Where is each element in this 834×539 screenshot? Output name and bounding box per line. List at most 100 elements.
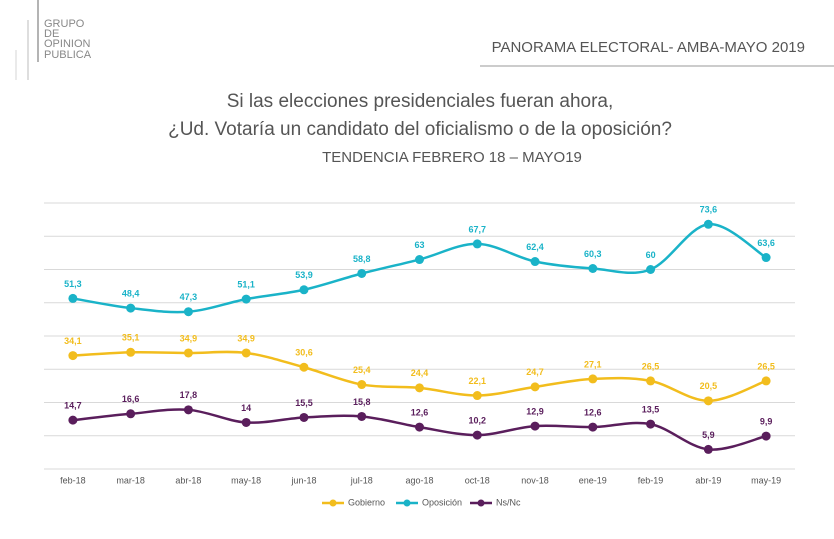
marker [68, 351, 78, 361]
data-label: 22,1 [469, 376, 487, 386]
legend-label: Gobierno [348, 497, 385, 507]
marker [183, 307, 193, 317]
logo-text: DE [44, 28, 59, 40]
marker [588, 374, 598, 384]
data-label: 51,3 [64, 279, 82, 289]
x-tick-label: ago-18 [405, 475, 433, 485]
logo-text: OPINION [44, 38, 91, 50]
x-tick-label: may-18 [231, 475, 261, 485]
data-label: 26,5 [757, 361, 775, 371]
logo: GRUPO DE OPINION PUBLICA [44, 18, 92, 61]
marker [530, 257, 540, 267]
data-label: 16,6 [122, 394, 140, 404]
data-label: 15,8 [353, 397, 371, 407]
data-label: 48,4 [122, 288, 140, 298]
data-label: 34,9 [180, 333, 198, 343]
marker [357, 411, 367, 421]
legend-marker [403, 499, 411, 507]
data-label: 73,6 [700, 205, 718, 215]
legend-label: Oposición [422, 497, 462, 507]
chart-title: ¿Ud. Votaría un candidato del oficialism… [168, 119, 672, 140]
marker [761, 376, 771, 386]
data-label: 26,5 [642, 361, 660, 371]
data-label: 47,3 [180, 292, 198, 302]
marker [126, 347, 136, 357]
x-tick-label: feb-19 [638, 475, 664, 485]
marker [530, 382, 540, 392]
marker [183, 348, 193, 358]
data-label: 12,9 [526, 406, 544, 416]
data-label: 67,7 [469, 224, 487, 234]
data-label: 12,6 [411, 407, 429, 417]
data-label: 14,7 [64, 400, 82, 410]
x-tick-label: mar-18 [116, 475, 145, 485]
marker [415, 422, 424, 432]
data-label: 30,6 [295, 348, 313, 358]
data-label: 5,9 [702, 430, 715, 440]
line [72, 223, 767, 314]
x-tick-label: ene-19 [579, 475, 607, 485]
marker [472, 239, 482, 249]
x-tick-label: jul-18 [350, 475, 373, 485]
marker [703, 444, 713, 454]
data-label: 34,9 [237, 333, 255, 343]
marker [68, 293, 78, 303]
data-label: 12,6 [584, 407, 602, 417]
marker [761, 431, 771, 441]
logo-text: GRUPO [44, 18, 85, 30]
marker [588, 422, 598, 432]
logo-text: PUBLICA [44, 49, 92, 61]
data-label: 9,9 [760, 416, 773, 426]
marker [126, 409, 136, 419]
data-label: 60,3 [584, 249, 602, 259]
data-label: 27,1 [584, 359, 602, 369]
marker [472, 430, 482, 440]
x-tick-label: jun-18 [290, 475, 316, 485]
data-label: 13,5 [642, 404, 660, 414]
data-label: 63,6 [757, 238, 775, 248]
data-label: 63 [414, 240, 424, 250]
x-tick-label: feb-18 [60, 475, 86, 485]
data-label: 34,1 [64, 336, 82, 346]
x-tick-label: oct-18 [465, 475, 490, 485]
marker [299, 412, 309, 422]
marker [68, 415, 78, 425]
chart-title: Si las elecciones presidenciales fueran … [227, 91, 614, 112]
marker [241, 294, 251, 304]
marker [183, 405, 193, 415]
marker [299, 362, 309, 372]
data-label: 62,4 [526, 242, 544, 252]
data-label: 17,8 [180, 390, 198, 400]
legend-marker [477, 499, 485, 507]
marker [530, 421, 540, 431]
marker [703, 219, 713, 229]
legend-marker [329, 499, 337, 507]
data-label: 10,2 [469, 415, 487, 425]
x-tick-label: abr-19 [695, 475, 721, 485]
data-label: 24,4 [411, 368, 429, 378]
marker [703, 396, 713, 406]
chart-subtitle: TENDENCIA FEBRERO 18 – MAYO19 [322, 149, 582, 166]
data-label: 60 [646, 250, 656, 260]
data-label: 35,1 [122, 333, 140, 343]
marker [646, 419, 656, 429]
data-label: 14 [241, 403, 251, 413]
data-label: 25,4 [353, 365, 371, 375]
data-label: 15,5 [295, 398, 313, 408]
marker [357, 380, 367, 390]
marker [241, 348, 251, 358]
marker [646, 376, 656, 386]
marker [415, 383, 424, 393]
x-tick-label: may-19 [751, 475, 781, 485]
marker [472, 391, 482, 401]
data-label: 51,1 [237, 279, 255, 289]
x-tick-label: abr-18 [175, 475, 201, 485]
data-label: 20,5 [700, 381, 718, 391]
x-tick-label: nov-18 [521, 475, 549, 485]
marker [241, 417, 251, 427]
marker [646, 265, 656, 274]
data-label: 58,8 [353, 254, 371, 264]
banner: PANORAMA ELECTORAL- AMBA-MAYO 2019 [492, 39, 805, 56]
marker [126, 303, 136, 313]
